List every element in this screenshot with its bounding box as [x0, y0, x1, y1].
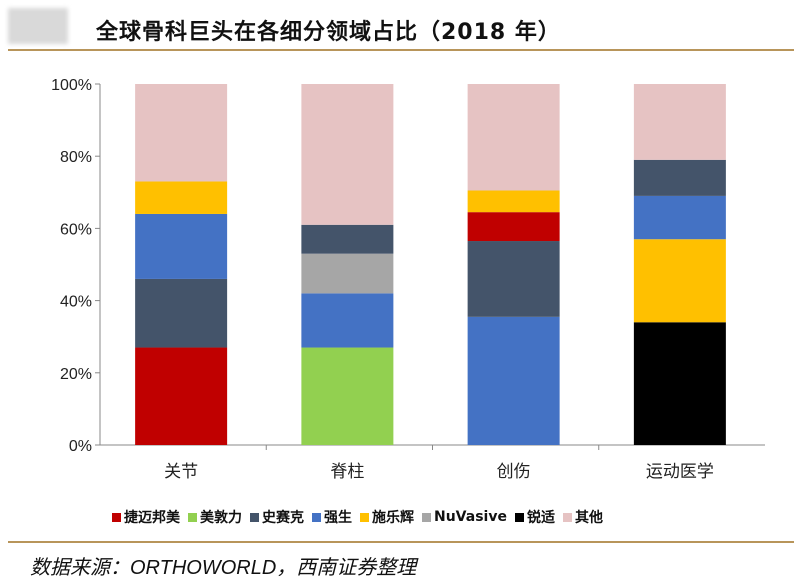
- bar-segment-其他: [467, 84, 560, 191]
- bar-segment-NuVasive: [301, 253, 394, 294]
- y-tick-label: 0%: [69, 438, 92, 455]
- bar-segment-捷迈邦美: [467, 212, 560, 242]
- bar-segment-捷迈邦美: [135, 347, 228, 445]
- x-tick-label: 关节: [164, 462, 198, 482]
- legend-item: 其他: [562, 507, 603, 527]
- legend-swatch: [112, 512, 121, 522]
- bar-segment-强生: [467, 316, 560, 445]
- legend-item: 捷迈邦美: [112, 507, 180, 527]
- legend-item: 施乐辉: [360, 507, 414, 527]
- bar-segment-史赛克: [301, 224, 394, 254]
- legend-label: 施乐辉: [372, 510, 414, 526]
- legend-swatch: [514, 512, 524, 522]
- legend-swatch: [312, 512, 321, 522]
- bar-segment-史赛克: [467, 241, 560, 317]
- legend-label: 史赛克: [262, 510, 304, 526]
- legend-item: 美敦力: [188, 507, 242, 527]
- bar-segment-其他: [301, 84, 394, 225]
- chart-title: 全球骨科巨头在各细分领域占比（2018 年）: [96, 20, 561, 45]
- title-divider: [8, 49, 794, 51]
- x-tick-label: 创伤: [497, 462, 531, 482]
- bar-segment-强生: [135, 213, 228, 279]
- bar-segment-施乐辉: [135, 181, 228, 214]
- logo: [8, 8, 68, 44]
- bar-segment-史赛克: [135, 278, 228, 348]
- legend-item: NuVasive: [422, 507, 507, 527]
- legend-item: 史赛克: [250, 507, 304, 527]
- legend-label: 其他: [574, 510, 603, 526]
- y-tick-label: 100%: [51, 77, 92, 94]
- legend-swatch: [188, 512, 197, 522]
- bar-segment-施乐辉: [467, 190, 560, 213]
- legend-item: 强生: [312, 507, 352, 527]
- legend: 捷迈邦美 美敦力 史赛克 强生 施乐辉 NuVasive 锐适 其他: [112, 507, 603, 527]
- legend-swatch: [360, 512, 369, 522]
- x-tick-label: 脊柱: [330, 462, 364, 482]
- legend-label: 捷迈邦美: [124, 510, 180, 526]
- legend-swatch: [562, 512, 572, 522]
- bar-segment-施乐辉: [633, 239, 726, 323]
- bar-segment-其他: [135, 84, 228, 182]
- bar-segment-史赛克: [633, 159, 726, 196]
- legend-label: 强生: [324, 510, 352, 526]
- legend-label: NuVasive: [434, 509, 507, 525]
- legend-label: 美敦力: [200, 510, 242, 526]
- y-tick-label: 80%: [60, 149, 92, 166]
- legend-label: 锐适: [526, 510, 555, 526]
- y-tick-label: 20%: [60, 366, 92, 383]
- source-note: 数据来源：ORTHOWORLD，西南证券整理: [30, 557, 417, 579]
- y-tick-label: 60%: [60, 221, 92, 238]
- bar-segment-强生: [301, 293, 394, 348]
- bar-segment-锐适: [633, 322, 726, 445]
- x-tick-label: 运动医学: [646, 462, 714, 482]
- source-divider: [8, 541, 794, 543]
- legend-swatch: [250, 512, 259, 522]
- bar-segment-其他: [633, 84, 726, 160]
- bar-segment-美敦力: [301, 347, 394, 445]
- legend-item: 锐适: [514, 507, 555, 527]
- legend-swatch: [422, 512, 431, 522]
- bar-segment-强生: [633, 195, 726, 240]
- y-tick-label: 40%: [60, 294, 92, 311]
